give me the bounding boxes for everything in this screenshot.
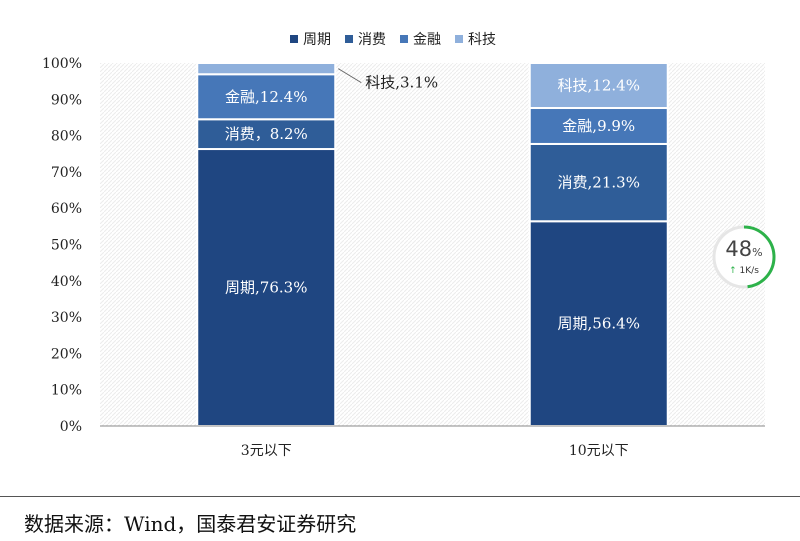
data-label: 金融,12.4% (225, 88, 307, 106)
speed-percent: 48% (710, 237, 778, 261)
legend-label-finance: 金融 (413, 32, 441, 48)
bars: 周期,76.3% 消费，8.2% 金融,12.4% 科技,3.1% 周期,56.4% 消费… (196, 62, 669, 427)
legend-swatch-cycle (290, 35, 298, 43)
y-tick-label: 40% (51, 274, 82, 290)
legend-label-cycle: 周期 (303, 32, 331, 48)
y-tick-label: 80% (51, 129, 82, 145)
y-axis: 0% 10% 20% 30% 40% 50% 60% 70% 80% 90% 100% (42, 56, 82, 435)
y-tick-label: 60% (51, 201, 82, 217)
data-label: 金融,9.9% (562, 117, 635, 135)
legend-swatch-consumer (345, 35, 353, 43)
legend-label-consumer: 消费 (358, 32, 386, 48)
y-tick-label: 10% (51, 383, 82, 399)
y-tick-label: 70% (51, 165, 82, 181)
legend: 周期 消费 金融 科技 (290, 29, 496, 49)
legend-swatch-tech (455, 35, 463, 43)
y-tick-label: 50% (51, 238, 82, 254)
x-tick-label: 3元以下 (241, 443, 292, 459)
speed-rate: ↑ 1K/s (710, 266, 778, 276)
bar-segment (528, 62, 669, 110)
bar-segment (528, 107, 669, 145)
legend-item-cycle: 周期 (290, 29, 331, 49)
source-note: 数据来源：Wind，国泰君安证券研究 (24, 512, 357, 536)
data-label: 消费，8.2% (225, 125, 308, 143)
speed-rate-value: 1K/s (739, 266, 759, 276)
up-arrow-icon: ↑ (729, 266, 737, 276)
bar-segment (196, 62, 337, 76)
y-tick-label: 100% (42, 56, 82, 72)
data-label: 周期,56.4% (558, 315, 640, 333)
data-label: 周期,76.3% (225, 279, 307, 297)
speed-percent-value: 48 (725, 237, 753, 261)
network-speed-widget[interactable]: 48% ↑ 1K/s (710, 223, 778, 291)
bar-segment (528, 142, 669, 223)
x-axis: 3元以下 10元以下 (100, 425, 765, 459)
bar-segment (196, 73, 337, 121)
legend-item-consumer: 消费 (345, 29, 386, 49)
data-label: 消费,21.3% (558, 174, 640, 192)
x-tick-label: 10元以下 (569, 443, 629, 459)
data-label: 科技,12.4% (558, 77, 640, 95)
data-label: 科技,3.1% (365, 74, 438, 92)
y-tick-label: 30% (51, 310, 82, 326)
legend-item-tech: 科技 (455, 29, 496, 49)
speed-progress-arc (712, 225, 776, 289)
legend-swatch-finance (400, 35, 408, 43)
source-divider (0, 496, 800, 497)
y-tick-label: 0% (60, 419, 82, 435)
legend-item-finance: 金融 (400, 29, 441, 49)
speed-percent-unit: % (752, 246, 763, 259)
y-tick-label: 90% (51, 92, 82, 108)
bar-segment (196, 148, 337, 427)
leader-line (337, 68, 362, 84)
bar-segment (528, 220, 669, 427)
speed-ring-icon (712, 225, 776, 289)
y-tick-label: 20% (51, 346, 82, 362)
legend-label-tech: 科技 (468, 32, 496, 48)
